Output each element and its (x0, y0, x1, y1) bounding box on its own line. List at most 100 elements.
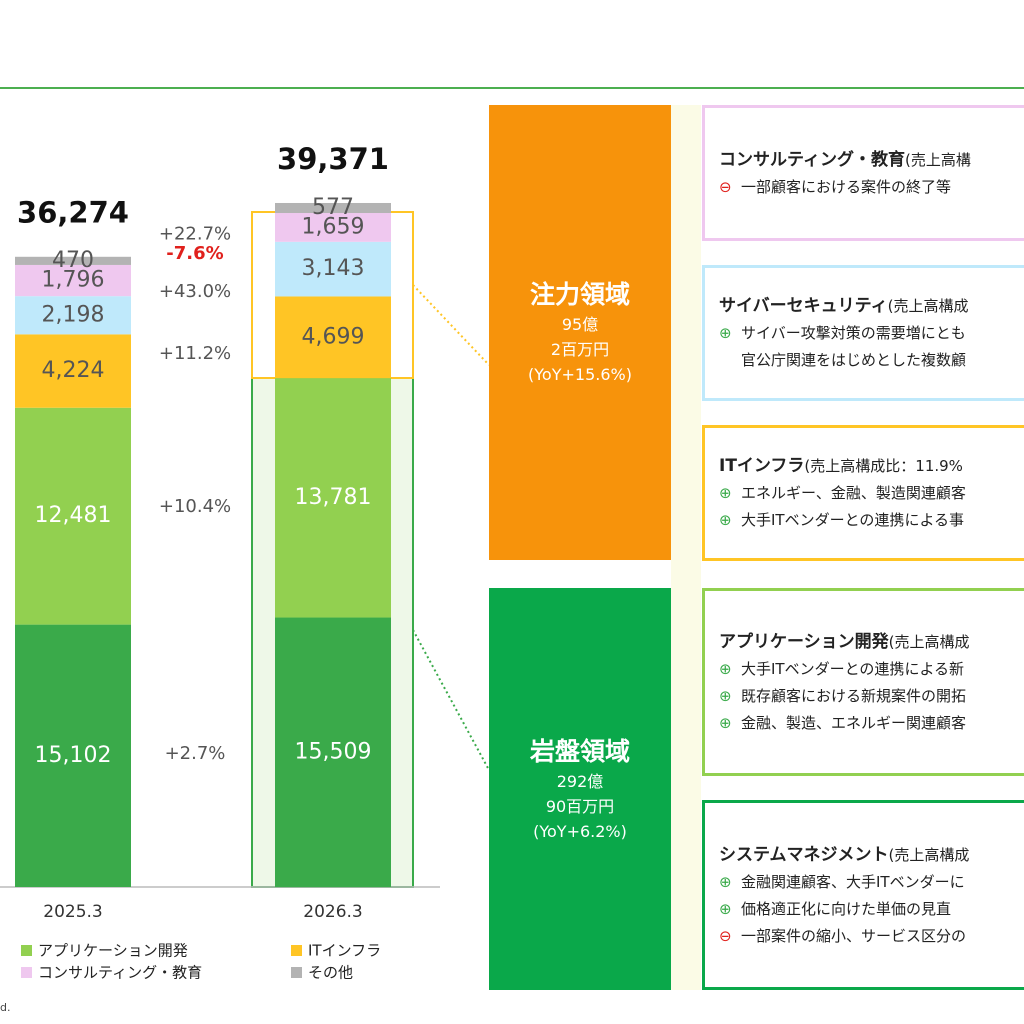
card-text: サイバー攻撃対策の需要増にとも (741, 324, 966, 342)
value-label: 577 (312, 195, 354, 220)
card-text: 官公庁関連をはじめとした複数顧 (741, 351, 967, 369)
card-sign: ⊖ (719, 177, 732, 196)
value-label: 470 (52, 248, 94, 273)
legend-swatch (21, 945, 32, 956)
bar-segment (15, 264, 131, 297)
card-text: 既存顧客における新規案件の開拓 (741, 686, 967, 705)
segment-line: 95億 (561, 315, 599, 334)
bar-segment (275, 202, 391, 214)
legend-swatch (291, 945, 302, 956)
segment-box: 岩盤領域 292億 90百万円 (YoY+6.2%) (489, 588, 671, 990)
value-label: 2,198 (42, 302, 105, 327)
segment-box: 注力領域 95億 2百万円 (YoY+15.6%) (489, 105, 671, 560)
card-sign: ⊕ (719, 659, 732, 678)
legend-label: アプリケーション開発 (38, 942, 188, 960)
legend-label: コンサルティング・教育 (38, 964, 202, 982)
card-text: 一部案件の縮小、サービス区分の (741, 926, 967, 945)
segment-title: 岩盤領域 (529, 736, 630, 766)
card-text: 大手ITベンダーとの連携による新 (741, 659, 964, 678)
card-text: 価格適正化に向けた単価の見直 (741, 899, 952, 918)
card-line: ⊕ サイバー攻撃対策の需要増にとも (719, 320, 1024, 347)
legend-swatch (21, 967, 32, 978)
legend-swatch (291, 967, 302, 978)
card-sign: ⊖ (719, 926, 732, 945)
legend-label: ITインフラ (308, 942, 381, 960)
card-note: (売上高構成比：11.9% (804, 457, 963, 475)
change-label: +11.2% (159, 343, 231, 364)
card-title: コンサルティング・教育 (719, 149, 905, 170)
legend-label: その他 (308, 964, 353, 982)
card-line: ⊕ 金融、製造、エネルギー関連顧客 (719, 710, 1024, 737)
card-text: エネルギー、金融、製造関連顧客 (741, 484, 966, 502)
card-heading: コンサルティング・教育(売上高構 (719, 146, 1024, 174)
core-pointer (412, 629, 490, 771)
card-line: ⊕ 価格適正化に向けた単価の見直 (719, 896, 1024, 923)
card-sign: ⊕ (719, 511, 732, 529)
change-label: +22.7% (159, 223, 231, 244)
value-label: 3,143 (302, 256, 365, 281)
card-heading: システムマネジメント(売上高構成 (719, 841, 1024, 869)
card-line: ⊕ 大手ITベンダーとの連携による新 (719, 656, 1024, 683)
band (671, 105, 701, 990)
x-tick-label: 2025.3 (43, 902, 102, 922)
card-sign: ⊕ (719, 872, 732, 891)
card-note: (売上高構 (904, 150, 971, 169)
bar-segment (275, 296, 391, 379)
value-label: 4,699 (302, 324, 365, 349)
card-line: ⊖ 一部案件の縮小、サービス区分の (719, 923, 1024, 950)
card-line: ⊕ 既存顧客における新規案件の開拓 (719, 683, 1024, 710)
card-line: ⊕ 金融関連顧客、大手ITベンダーに (719, 869, 1024, 896)
segment-line: (YoY+15.6%) (528, 365, 632, 384)
card: サイバーセキュリティ(売上高構成 ⊕ サイバー攻撃対策の需要増にとも 官公庁関連をはじ… (702, 265, 1024, 401)
card-heading: ITインフラ(売上高構成比：11.9% (719, 452, 1024, 480)
card-text: 金融関連顧客、大手ITベンダーに (741, 872, 965, 891)
total-label: 36,274 (17, 196, 129, 230)
footnote: d. (0, 1001, 10, 1014)
value-label: 4,224 (42, 358, 105, 383)
bar-segment (15, 296, 131, 335)
card-line: ⊕ エネルギー、金融、製造関連顧客 (719, 480, 1024, 507)
card: ITインフラ(売上高構成比：11.9% ⊕ エネルギー、金融、製造関連顧客 ⊕ 大手IT… (702, 425, 1024, 561)
card: アプリケーション開発(売上高構成 ⊕ 大手ITベンダーとの連携による新 ⊕ 既存顧客にお… (702, 588, 1024, 776)
card-title: サイバーセキュリティ (719, 296, 888, 316)
card-title: アプリケーション開発 (719, 631, 889, 652)
change-label: +2.7% (165, 743, 226, 764)
segment-line: 292億 (556, 771, 604, 791)
bar-segment (275, 378, 391, 618)
card-heading: サイバーセキュリティ(売上高構成 (719, 292, 1024, 320)
segment-line: 90百万円 (545, 796, 615, 816)
change-label: +43.0% (159, 281, 231, 302)
card-title: ITインフラ (719, 456, 805, 476)
card-sign: ⊕ (719, 899, 732, 918)
bar-segment (275, 617, 391, 887)
change-label: +10.4% (159, 496, 231, 517)
card: コンサルティング・教育(売上高構 ⊖ 一部顧客における案件の終了等 (702, 105, 1024, 241)
x-tick-label: 2026.3 (303, 902, 362, 922)
value-label: 1,796 (42, 268, 105, 293)
bar-segment (15, 334, 131, 408)
bar-segment (15, 256, 131, 265)
card-note: (売上高構成 (888, 632, 970, 651)
bar-segment (15, 624, 131, 887)
card-sign: ⊕ (719, 713, 732, 732)
value-label: 15,102 (35, 743, 112, 768)
card-title: システムマネジメント (719, 844, 889, 865)
value-label: 15,509 (295, 739, 372, 764)
card-note: (売上高構成 (888, 845, 970, 864)
bar-segment (15, 407, 131, 625)
card-text: 金融、製造、エネルギー関連顧客 (741, 713, 967, 732)
card-text: 一部顧客における案件の終了等 (741, 177, 952, 196)
change-label: -7.6% (166, 243, 223, 264)
total-label: 39,371 (277, 142, 389, 176)
card-sign: ⊕ (719, 686, 732, 705)
card-note: (売上高構成 (887, 297, 969, 315)
card-heading: アプリケーション開発(売上高構成 (719, 628, 1024, 656)
card: システムマネジメント(売上高構成 ⊕ 金融関連顧客、大手ITベンダーに ⊕ 価格適正化に… (702, 800, 1024, 990)
card-sign: ⊕ (719, 324, 732, 342)
segment-line: (YoY+6.2%) (533, 821, 627, 841)
card-line: ⊖ 一部顧客における案件の終了等 (719, 174, 1024, 201)
value-label: 12,481 (35, 503, 112, 528)
value-label: 13,781 (295, 485, 372, 510)
